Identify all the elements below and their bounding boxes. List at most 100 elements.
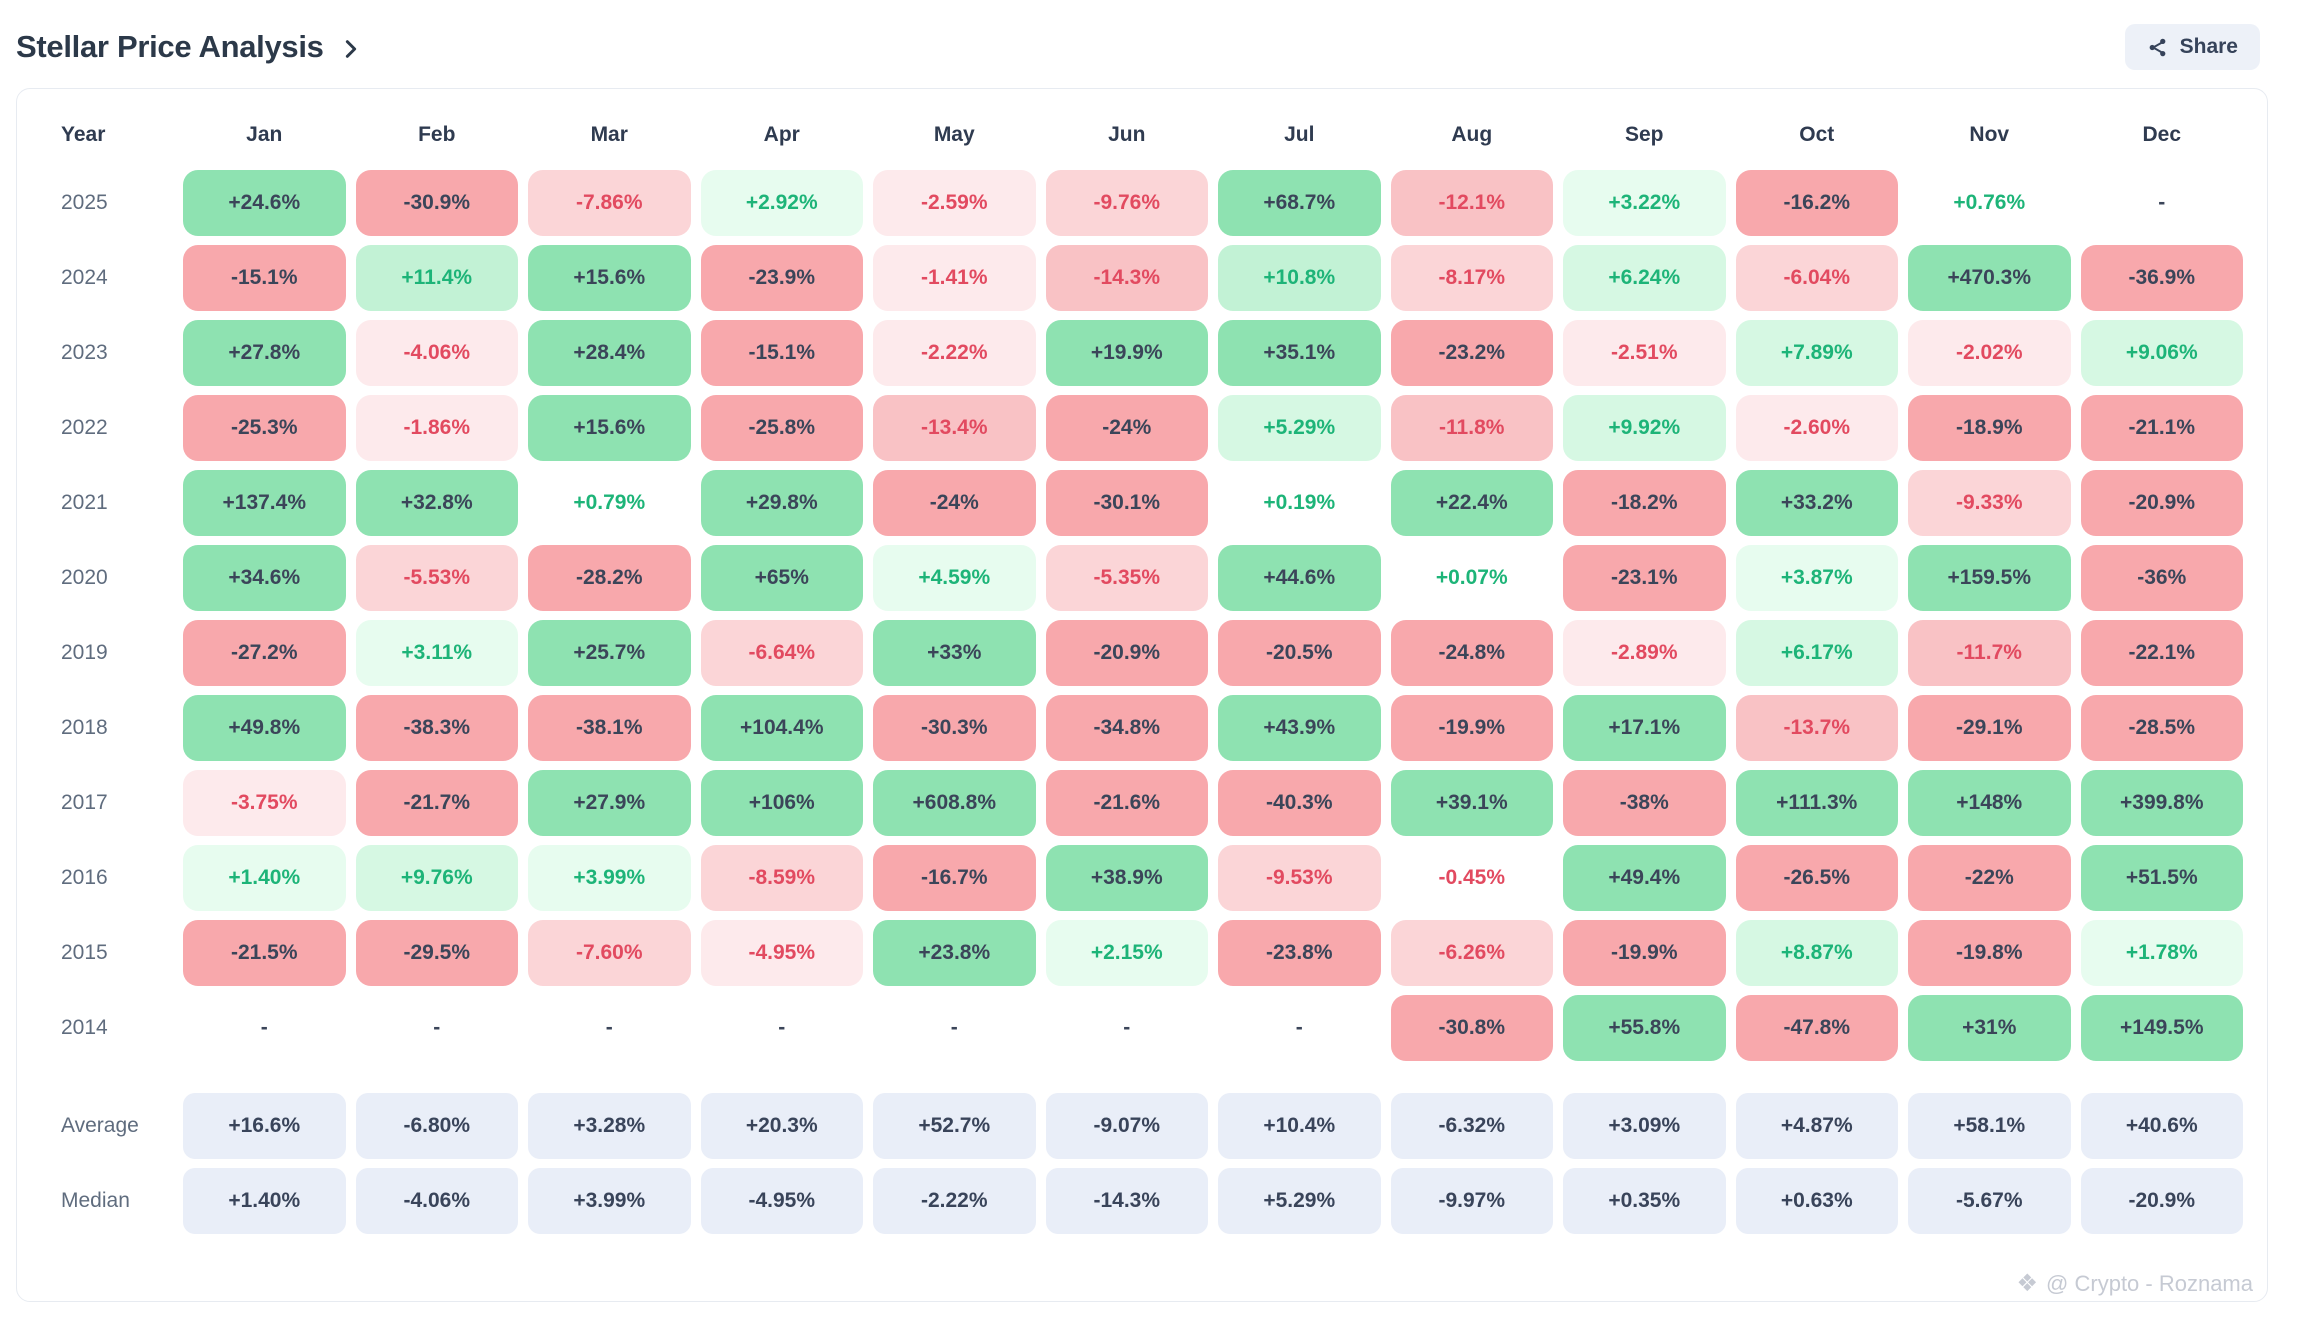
month-value-cell: -2.22% xyxy=(873,1168,1036,1234)
month-value-cell: +0.35% xyxy=(1563,1168,1726,1234)
year-column-header: Year xyxy=(61,123,106,146)
month-value-cell: -21.6% xyxy=(1045,770,1208,836)
month-value-cell: -36.9% xyxy=(2080,245,2243,311)
share-button[interactable]: Share xyxy=(2124,24,2260,70)
table-row: 2020 +34.6% -5.53% -28.2% +65% +4.59% -5.35% +4… xyxy=(45,545,2243,611)
month-value-cell: -16.2% xyxy=(1735,170,1898,236)
month-value-cell: -11.8% xyxy=(1390,395,1553,461)
watermark-text: @ Crypto - Roznama xyxy=(2046,1271,2253,1296)
month-value-cell: -5.67% xyxy=(1908,1168,2071,1234)
month-value-cell: -4.06% xyxy=(355,1168,518,1234)
table-row: 2017 -3.75% -21.7% +27.9% +106% +608.8% -21.6%… xyxy=(45,770,2243,836)
month-value-cell: +33% xyxy=(873,620,1036,686)
title-link[interactable]: Stellar Price Analysis xyxy=(16,29,362,65)
column-header: Dec xyxy=(2142,123,2182,146)
month-value-cell: +32.8% xyxy=(355,470,518,536)
month-value-cell: +9.76% xyxy=(355,845,518,911)
month-value-cell: +149.5% xyxy=(2080,995,2243,1061)
month-value-cell: +49.4% xyxy=(1563,845,1726,911)
month-value-cell: -4.95% xyxy=(700,920,863,986)
month-value-cell: +148% xyxy=(1908,770,2071,836)
summary-row: Average +16.6% -6.80% +3.28% +20.3% +52.7% -9.… xyxy=(45,1093,2243,1159)
summary-row: Median +1.40% -4.06% +3.99% -4.95% -2.22% -14.… xyxy=(45,1168,2243,1234)
month-value-cell: +49.8% xyxy=(183,695,346,761)
month-value-cell: +399.8% xyxy=(2080,770,2243,836)
month-value-cell: +29.8% xyxy=(700,470,863,536)
table-row: 2025 +24.6% -30.9% -7.86% +2.92% -2.59% -9.76%… xyxy=(45,170,2243,236)
month-value-cell: -4.95% xyxy=(700,1168,863,1234)
month-value-cell: - xyxy=(950,1016,958,1039)
month-value-cell: +27.8% xyxy=(183,320,346,386)
table-row: 2015 -21.5% -29.5% -7.60% -4.95% +23.8% +2.15%… xyxy=(45,920,2243,986)
month-value-cell: +2.15% xyxy=(1045,920,1208,986)
month-value-cell: - xyxy=(605,1016,613,1039)
month-value-cell: +15.6% xyxy=(528,245,691,311)
top-bar: Stellar Price Analysis Share xyxy=(0,0,2324,88)
month-value-cell: -6.26% xyxy=(1390,920,1553,986)
summary-label: Average xyxy=(61,1114,139,1137)
month-value-cell: -15.1% xyxy=(700,320,863,386)
month-value-cell: -1.86% xyxy=(355,395,518,461)
month-value-cell: -40.3% xyxy=(1218,770,1381,836)
month-value-cell: +2.92% xyxy=(700,170,863,236)
year-label: 2020 xyxy=(61,566,108,589)
month-value-cell: -1.41% xyxy=(873,245,1036,311)
column-header: Mar xyxy=(590,123,628,146)
year-label: 2015 xyxy=(61,941,108,964)
month-value-cell: -23.2% xyxy=(1390,320,1553,386)
month-value-cell: +10.8% xyxy=(1218,245,1381,311)
month-value-cell: +5.29% xyxy=(1218,395,1381,461)
month-value-cell: -28.2% xyxy=(528,545,691,611)
table-row: 2023 +27.8% -4.06% +28.4% -15.1% -2.22% +19.9%… xyxy=(45,320,2243,386)
month-value-cell: - xyxy=(2158,191,2166,214)
month-value-cell: -15.1% xyxy=(183,245,346,311)
month-value-cell: -27.2% xyxy=(183,620,346,686)
month-value-cell: -25.8% xyxy=(700,395,863,461)
month-value-cell: +1.40% xyxy=(183,845,346,911)
page-title: Stellar Price Analysis xyxy=(16,29,324,64)
month-value-cell: +137.4% xyxy=(183,470,346,536)
month-value-cell: -5.35% xyxy=(1045,545,1208,611)
year-label: 2017 xyxy=(61,791,108,814)
summary-body: Average +16.6% -6.80% +3.28% +20.3% +52.7% -9.… xyxy=(45,1093,2243,1234)
month-value-cell: -20.9% xyxy=(1045,620,1208,686)
month-value-cell: -19.9% xyxy=(1390,695,1553,761)
month-value-cell: -19.9% xyxy=(1563,920,1726,986)
month-value-cell: -9.53% xyxy=(1218,845,1381,911)
month-value-cell: -9.76% xyxy=(1045,170,1208,236)
year-label: 2025 xyxy=(61,191,108,214)
column-header: Sep xyxy=(1624,123,1664,146)
month-value-cell: - xyxy=(260,1016,268,1039)
month-value-cell: +17.1% xyxy=(1563,695,1726,761)
month-value-cell: -36% xyxy=(2080,545,2243,611)
month-value-cell: +3.09% xyxy=(1563,1093,1726,1159)
month-value-cell: +6.24% xyxy=(1563,245,1726,311)
month-value-cell: +27.9% xyxy=(528,770,691,836)
month-value-cell: -6.80% xyxy=(355,1093,518,1159)
month-value-cell: - xyxy=(1123,1016,1131,1039)
watermark: ❖ @ Crypto - Roznama xyxy=(2017,1271,2253,1297)
month-value-cell: +106% xyxy=(700,770,863,836)
month-value-cell: +43.9% xyxy=(1218,695,1381,761)
month-value-cell: +6.17% xyxy=(1735,620,1898,686)
month-value-cell: -2.60% xyxy=(1735,395,1898,461)
month-value-cell: -21.7% xyxy=(355,770,518,836)
month-value-cell: -20.9% xyxy=(2080,1168,2243,1234)
month-value-cell: +44.6% xyxy=(1218,545,1381,611)
price-table-card: Year Jan Feb Mar Apr May Jun Jul Aug Sep Oct Nov Dec… xyxy=(16,88,2268,1302)
month-value-cell: +0.76% xyxy=(1908,170,2071,236)
month-value-cell: -14.3% xyxy=(1045,245,1208,311)
month-value-cell: +8.87% xyxy=(1735,920,1898,986)
month-value-cell: -2.89% xyxy=(1563,620,1726,686)
year-label: 2023 xyxy=(61,341,108,364)
month-value-cell: +40.6% xyxy=(2080,1093,2243,1159)
month-value-cell: +20.3% xyxy=(700,1093,863,1159)
month-value-cell: +51.5% xyxy=(2080,845,2243,911)
month-value-cell: +0.79% xyxy=(528,470,691,536)
month-value-cell: -4.06% xyxy=(355,320,518,386)
month-value-cell: -6.32% xyxy=(1390,1093,1553,1159)
month-value-cell: -8.59% xyxy=(700,845,863,911)
month-value-cell: -23.8% xyxy=(1218,920,1381,986)
year-label: 2024 xyxy=(61,266,108,289)
month-value-cell: -23.1% xyxy=(1563,545,1726,611)
